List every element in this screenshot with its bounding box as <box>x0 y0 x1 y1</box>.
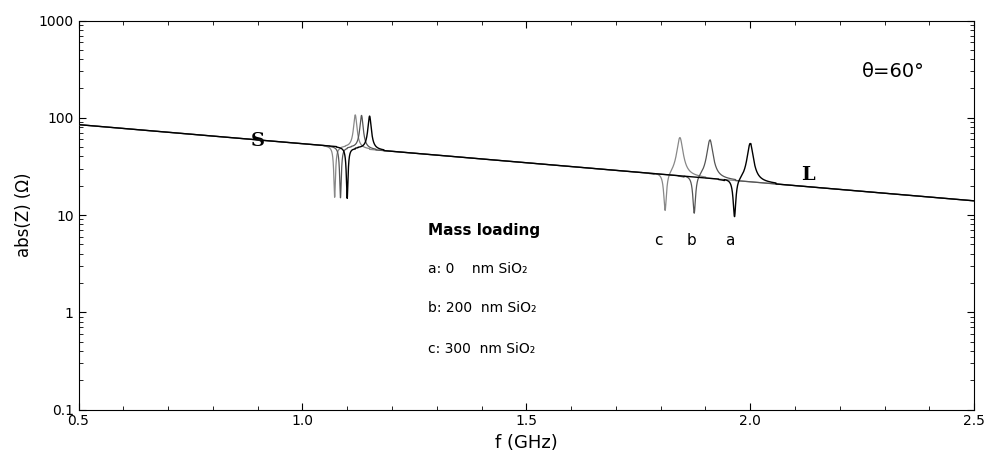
X-axis label: f (GHz): f (GHz) <box>495 434 558 452</box>
Text: b: b <box>687 233 697 248</box>
Text: θ=60°: θ=60° <box>862 62 925 81</box>
Text: a: a <box>725 233 735 248</box>
Text: S: S <box>251 132 265 150</box>
Text: Mass loading: Mass loading <box>428 223 540 238</box>
Y-axis label: abs(Z) (Ω): abs(Z) (Ω) <box>15 173 33 257</box>
Text: b: 200  nm SiO₂: b: 200 nm SiO₂ <box>428 301 536 315</box>
Text: c: c <box>654 233 663 248</box>
Text: L: L <box>802 166 815 184</box>
Text: c: 300  nm SiO₂: c: 300 nm SiO₂ <box>428 342 535 356</box>
Text: a: 0    nm SiO₂: a: 0 nm SiO₂ <box>428 262 527 276</box>
